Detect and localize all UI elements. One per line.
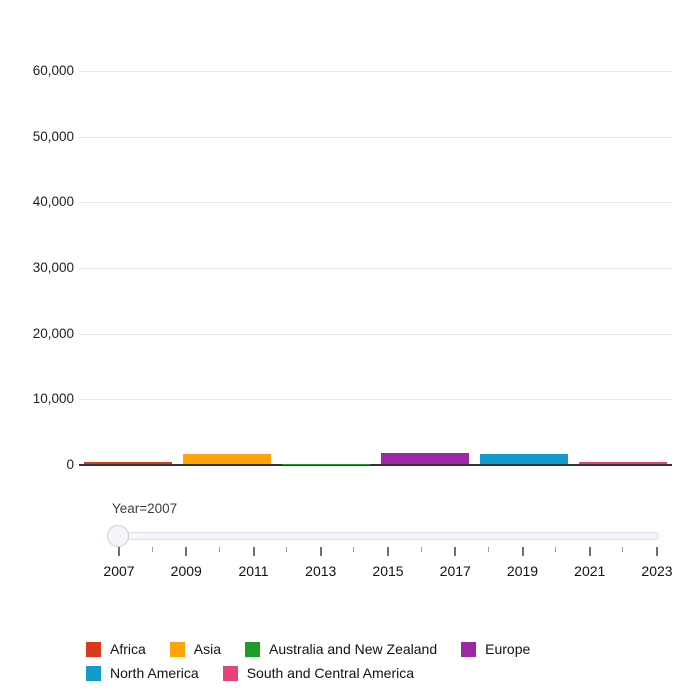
slider-tick bbox=[487, 547, 489, 552]
slider-handle[interactable] bbox=[107, 525, 129, 547]
bar-africa bbox=[84, 461, 173, 464]
bar-asia bbox=[183, 454, 272, 464]
legend-label: South and Central America bbox=[246, 665, 415, 681]
legend-swatch-icon bbox=[245, 642, 261, 657]
slider-year-label[interactable]: 2013 bbox=[305, 563, 337, 579]
slider-tick bbox=[656, 547, 658, 556]
legend-item-north-america[interactable]: North America bbox=[86, 665, 199, 682]
legend-item-europe[interactable]: Europe bbox=[461, 641, 530, 658]
legend-label: Europe bbox=[485, 641, 531, 657]
slider-tick bbox=[555, 547, 557, 552]
slider-tick bbox=[420, 547, 422, 552]
legend-item-south-and-central-america[interactable]: South and Central America bbox=[222, 665, 415, 682]
legend-label: Africa bbox=[110, 641, 146, 657]
bar-north-america bbox=[479, 453, 568, 464]
slider-tick bbox=[319, 547, 322, 556]
y-gridline bbox=[79, 268, 672, 269]
slider-year-label[interactable]: 2011 bbox=[238, 563, 269, 579]
legend-item-australia-and-new-zealand[interactable]: Australia and New Zealand bbox=[245, 641, 437, 658]
slider-tick bbox=[588, 547, 591, 556]
slider-tick bbox=[353, 547, 355, 552]
x-axis-line bbox=[79, 464, 672, 466]
legend-item-asia[interactable]: Asia bbox=[169, 641, 222, 658]
slider-tick bbox=[521, 547, 524, 556]
slider-tick bbox=[286, 547, 288, 552]
slider-year-label[interactable]: 2009 bbox=[170, 563, 202, 579]
y-gridline bbox=[79, 136, 672, 138]
y-axis-tick-label: 30,000 bbox=[32, 260, 74, 275]
legend: Africa Asia Australia and New Zealand Europ… bbox=[86, 641, 666, 682]
legend-swatch-icon bbox=[461, 642, 477, 657]
y-gridline bbox=[79, 333, 672, 335]
slider-current-value-label: Year=2007 bbox=[112, 501, 178, 516]
bar-europe bbox=[380, 452, 469, 464]
legend-swatch-icon bbox=[86, 642, 101, 657]
slider-year-label[interactable]: 2015 bbox=[372, 563, 404, 579]
legend-swatch-icon bbox=[222, 666, 238, 681]
legend-label: Asia bbox=[193, 641, 222, 657]
slider-tick bbox=[185, 547, 188, 556]
legend-item-africa[interactable]: Africa bbox=[86, 641, 146, 658]
slider-year-label[interactable]: 2007 bbox=[103, 563, 135, 579]
slider-tick bbox=[454, 547, 457, 556]
y-axis-tick-label: 20,000 bbox=[32, 325, 74, 341]
legend-label: North America bbox=[110, 665, 199, 681]
slider-year-label[interactable]: 2023 bbox=[641, 563, 673, 579]
slider-year-label[interactable]: 2019 bbox=[506, 563, 539, 579]
y-gridline bbox=[79, 399, 672, 401]
legend-swatch-icon bbox=[86, 666, 101, 681]
y-axis-tick-label: 0 bbox=[66, 457, 74, 472]
legend-swatch-icon bbox=[169, 642, 185, 657]
slider-year-label[interactable]: 2017 bbox=[439, 563, 471, 579]
y-axis-tick-label: 10,000 bbox=[32, 391, 74, 407]
slider-tick bbox=[387, 547, 389, 556]
y-axis-tick-label: 60,000 bbox=[32, 63, 74, 78]
slider-track[interactable] bbox=[112, 532, 659, 540]
slider-tick bbox=[252, 547, 255, 556]
bar-south-and-central-america bbox=[578, 461, 667, 464]
slider-year-label[interactable]: 2021 bbox=[574, 563, 606, 579]
slider-tick bbox=[218, 547, 220, 552]
y-gridline bbox=[79, 202, 672, 204]
y-axis-tick-label: 40,000 bbox=[32, 194, 74, 210]
y-axis-tick-label: 50,000 bbox=[32, 128, 74, 144]
slider-tick bbox=[622, 547, 624, 552]
y-gridline bbox=[79, 71, 672, 72]
legend-label: Australia and New Zealand bbox=[269, 641, 438, 657]
slider-tick bbox=[151, 547, 153, 552]
slider-tick bbox=[118, 547, 120, 556]
